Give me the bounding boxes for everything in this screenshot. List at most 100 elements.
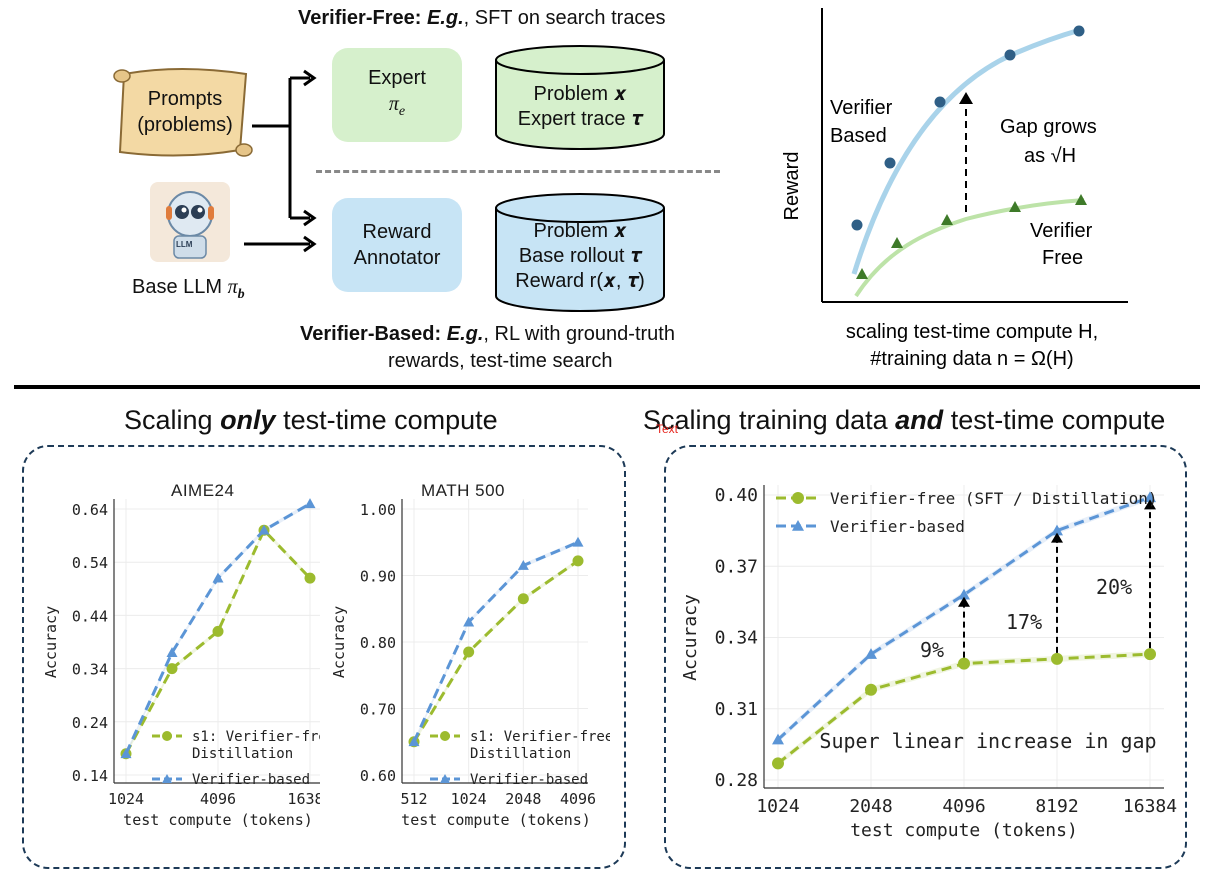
chart-title-math500: MATH 500 xyxy=(421,481,505,500)
data-point xyxy=(166,663,178,675)
x-tick-label: 2048 xyxy=(505,790,541,808)
verifier-based-header: Verifier-Based: E.g., RL with ground-tru… xyxy=(300,323,675,345)
data-point xyxy=(1144,491,1156,503)
overlay-text-marker: Text xyxy=(656,422,679,436)
top-dashed-separator xyxy=(316,170,720,173)
x-tick-label: 16384 xyxy=(1123,796,1177,817)
schematic-x-label-1: scaling test-time compute H, xyxy=(846,321,1098,343)
series-line xyxy=(776,495,1151,741)
data-point xyxy=(572,555,584,567)
schematic-gap-label-2: as √H xyxy=(1024,145,1076,167)
y-tick-label: 0.31 xyxy=(715,699,758,720)
schematic-based-point xyxy=(1073,25,1085,37)
y-tick-label: 0.60 xyxy=(360,767,396,785)
x-axis-label: test compute (tokens) xyxy=(401,811,591,829)
schematic-based-point xyxy=(934,96,946,108)
data-point xyxy=(772,733,784,745)
y-tick-label: 0.28 xyxy=(715,770,758,791)
data-point xyxy=(212,572,224,583)
y-tick-label: 0.24 xyxy=(72,714,108,732)
gap-label: 9% xyxy=(920,638,944,662)
legend-marker xyxy=(440,774,450,783)
base-llm-label: Base LLM πb xyxy=(132,276,245,302)
data-point xyxy=(304,572,316,584)
y-axis-label: Accuracy xyxy=(330,606,348,678)
legend-label: Distillation xyxy=(192,746,293,762)
flow-arrows xyxy=(244,69,317,253)
x-tick-label: 512 xyxy=(400,790,427,808)
series-line xyxy=(412,540,579,743)
verifier-based-header-line2: rewards, test-time search xyxy=(388,350,613,372)
legend-marker xyxy=(792,492,804,504)
legend-label: s1: Verifier-free xyxy=(470,729,610,745)
y-tick-label: 0.34 xyxy=(72,661,108,679)
chart-aime24: 0.14 0.24 0.34 0.44 0.54 0.64 1024 4096 16384 tes… xyxy=(42,498,320,829)
schematic-based-point xyxy=(884,157,896,169)
data-point xyxy=(1051,524,1063,536)
x-tick-label: 8192 xyxy=(1035,796,1078,817)
prompts-label: Prompts (problems) xyxy=(137,88,233,136)
x-axis-label: test compute (tokens) xyxy=(123,811,313,829)
expert-data-text: Problem 𝒙 Expert trace 𝝉 xyxy=(517,83,643,130)
schematic-reward-plot: Reward Verifier Based Gap grows as √H Ve… xyxy=(781,8,1128,370)
data-point xyxy=(1144,648,1156,661)
base-data-text: Problem 𝒙 Base rollout 𝝉 Reward r(𝒙, 𝝉) xyxy=(515,220,645,292)
data-point xyxy=(572,536,584,547)
legend-marker xyxy=(792,520,804,531)
base-data-cylinder xyxy=(495,193,665,312)
data-point xyxy=(408,736,420,747)
x-tick-label: 4096 xyxy=(200,790,236,808)
legend-label: Distillation xyxy=(470,746,571,762)
schematic-curve-verifier-based xyxy=(851,27,1081,275)
data-point xyxy=(517,560,529,570)
y-tick-label: 0.80 xyxy=(360,634,396,652)
llm-badge-label: LLM xyxy=(176,240,193,249)
y-axis-label: Accuracy xyxy=(680,594,701,681)
data-point xyxy=(865,683,877,696)
gap-arrowhead xyxy=(1144,499,1156,510)
right-section-title: Scaling training data and test-time comp… xyxy=(643,405,1166,435)
y-tick-label: 0.70 xyxy=(360,701,396,719)
schematic-based-point xyxy=(1004,49,1016,61)
x-tick-label: 2048 xyxy=(849,796,892,817)
y-tick-label: 0.90 xyxy=(360,568,396,586)
y-axis-label: Accuracy xyxy=(42,606,60,678)
expert-data-cylinder xyxy=(495,45,665,150)
y-tick-label: 1.00 xyxy=(360,501,396,519)
legend-label: Verifier-based xyxy=(830,517,965,536)
schematic-x-label-2: #training data n = Ω(H) xyxy=(870,348,1073,370)
gap-label: 17% xyxy=(1006,610,1042,634)
data-point xyxy=(865,648,877,659)
left-section-title: Scaling only test-time compute xyxy=(124,405,498,435)
y-tick-label: 0.34 xyxy=(715,628,758,649)
legend-label: Verifier-free (SFT / Distillation) xyxy=(830,489,1158,508)
schematic-label-based-2: Based xyxy=(830,125,887,147)
data-point xyxy=(517,593,529,605)
schematic-free-point xyxy=(891,237,903,248)
y-tick-label: 0.37 xyxy=(715,556,758,577)
y-tick-label: 0.14 xyxy=(72,767,108,785)
schematic-free-point xyxy=(1009,201,1021,212)
data-point xyxy=(212,625,224,637)
x-tick-label: 4096 xyxy=(942,796,985,817)
right-dashed-panel xyxy=(664,445,1187,869)
data-point xyxy=(120,748,132,759)
gap-arrowhead xyxy=(958,596,970,607)
y-tick-label: 0.54 xyxy=(72,554,108,572)
x-tick-label: 1024 xyxy=(451,790,487,808)
chart-math500: 0.60 0.70 0.80 0.90 1.00 512 1024 2048 4096 test … xyxy=(330,499,610,829)
data-point xyxy=(258,524,270,535)
data-point xyxy=(166,647,178,658)
x-tick-label: 4096 xyxy=(560,790,596,808)
schematic-free-point xyxy=(941,214,953,225)
data-point xyxy=(304,498,316,509)
series-line xyxy=(124,527,312,755)
section-divider xyxy=(14,385,1200,389)
annotation-label: Super linear increase in gap xyxy=(819,729,1156,753)
data-point xyxy=(772,757,784,770)
llm-robot-icon xyxy=(150,182,230,262)
y-tick-label: 0.40 xyxy=(715,485,758,506)
x-tick-label: 16384 xyxy=(287,790,320,808)
schematic-based-point xyxy=(851,219,863,231)
y-tick-label: 0.44 xyxy=(72,607,108,625)
